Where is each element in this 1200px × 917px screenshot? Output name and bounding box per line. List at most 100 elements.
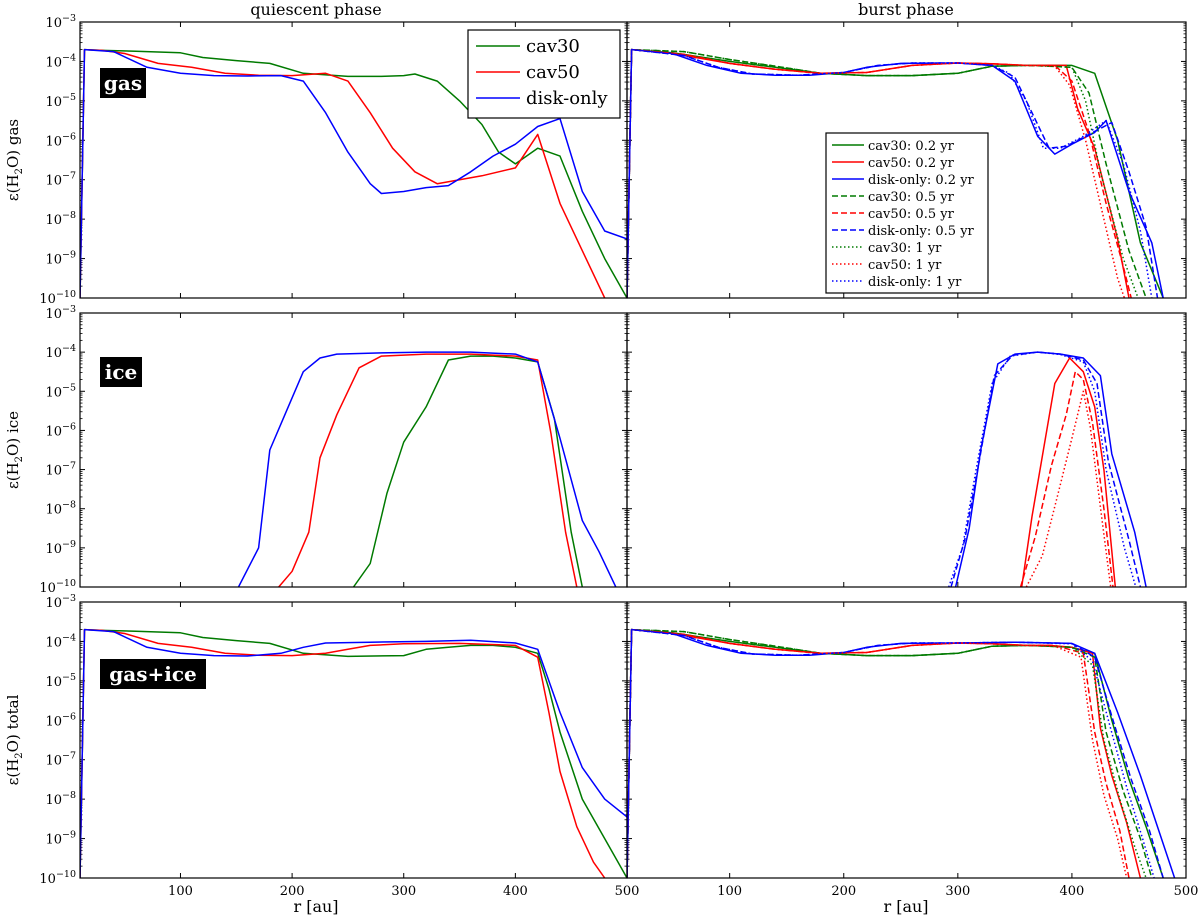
series-line-disk-only-1-yr: [947, 351, 1137, 587]
y-tick-base: 10: [45, 675, 62, 690]
y-tick-base: 10: [45, 16, 62, 31]
panel-total-burst: [626, 601, 1187, 879]
y-tick-label: 10−7: [45, 751, 76, 769]
y-axis-label-prefix: ε(H: [4, 462, 22, 489]
y-tick-label: 10−9: [45, 830, 76, 848]
y-axis-label-suffix: O): [4, 729, 22, 752]
y-tick-exponent: −3: [62, 304, 76, 315]
series-line-cav30-1-yr: [627, 628, 1147, 878]
y-tick-label: 10−6: [45, 131, 76, 149]
y-tick-base: 10: [45, 833, 62, 848]
y-tick-label: 10−3: [45, 13, 76, 31]
y-tick-label: 10−10: [39, 578, 76, 596]
y-tick-label: 10−4: [45, 52, 76, 70]
x-axis-label-right: r [au]: [883, 897, 928, 916]
panel-frame: [626, 21, 1187, 299]
y-tick-exponent: −8: [62, 500, 76, 511]
y-tick-base: 10: [45, 95, 62, 110]
y-tick-exponent: −5: [62, 382, 76, 393]
y-tick-label: 10−10: [39, 289, 76, 307]
y-axis-label-suffix: O): [4, 145, 22, 168]
y-tick-exponent: −3: [62, 593, 76, 604]
y-tick-exponent: −10: [56, 869, 76, 880]
y-tick-exponent: −9: [62, 830, 76, 841]
y-axis-label-total: ε(H2O) total: [4, 694, 25, 785]
y-tick-base: 10: [39, 872, 56, 887]
y-axis-label-quantity: ice: [4, 411, 22, 433]
y-tick-base: 10: [45, 464, 62, 479]
series-line-cav30: [80, 628, 627, 878]
y-tick-label: 10−8: [45, 790, 76, 808]
legend-label: disk-only: 0.5 yr: [868, 224, 975, 239]
y-tick-label: 10−6: [45, 711, 76, 729]
y-tick-base: 10: [45, 754, 62, 769]
panel-ice-quiescent: [79, 312, 628, 588]
series-group: [947, 351, 1147, 587]
y-tick-base: 10: [45, 635, 62, 650]
y-tick-label: 10−8: [45, 210, 76, 228]
row-badge-ice: ice: [105, 360, 138, 384]
series-line-cav50-1-yr: [1025, 390, 1112, 587]
series-line-disk-only-1-yr: [627, 48, 1153, 298]
y-axis-label-subscript: 2: [14, 752, 25, 758]
y-axis-label-prefix: ε(H: [4, 759, 22, 786]
y-tick-exponent: −8: [62, 790, 76, 801]
series-line-cav30-0-5-yr: [627, 628, 1153, 878]
legend-label: disk-only: [526, 88, 608, 109]
y-axis-label-gas: ε(H2O) gas: [4, 119, 25, 201]
x-tick-label: 200: [280, 884, 305, 899]
series-line-cav50-0-2-yr: [627, 628, 1142, 878]
y-axis-label-quantity: total: [4, 694, 22, 729]
series-line-disk-only-1-yr: [627, 628, 1155, 878]
y-tick-exponent: −6: [62, 421, 76, 432]
y-tick-exponent: −7: [62, 171, 76, 182]
x-tick-label: 400: [503, 884, 528, 899]
y-tick-base: 10: [39, 292, 56, 307]
y-axis-label-suffix: O): [4, 433, 22, 456]
legend-quiescent: cav30 cav50 disk-only: [467, 29, 621, 119]
row-badge-bg: [100, 68, 146, 98]
y-tick-exponent: −4: [62, 343, 76, 354]
y-tick-base: 10: [45, 134, 62, 149]
y-tick-exponent: −4: [62, 52, 76, 63]
y-tick-exponent: −6: [62, 131, 76, 142]
legend-label: cav50: 1 yr: [868, 258, 942, 273]
legend-frame: [467, 29, 621, 119]
y-tick-label: 10−4: [45, 343, 76, 361]
y-tick-base: 10: [45, 424, 62, 439]
column-title-burst: burst phase: [858, 0, 954, 19]
row-badge-bg: [100, 659, 206, 689]
y-tick-exponent: −7: [62, 751, 76, 762]
series-group: [627, 48, 1164, 298]
y-tick-label: 10−5: [45, 382, 76, 400]
y-tick-exponent: −5: [62, 672, 76, 683]
y-tick-exponent: −7: [62, 461, 76, 472]
y-tick-base: 10: [45, 503, 62, 518]
legend-label: cav30: 0.5 yr: [868, 190, 955, 205]
y-tick-label: 10−7: [45, 171, 76, 189]
series-line-cav50: [80, 48, 606, 298]
y-tick-label: 10−5: [45, 672, 76, 690]
y-tick-base: 10: [39, 581, 56, 596]
y-tick-label: 10−4: [45, 632, 76, 650]
series-line-disk-only: [80, 628, 627, 878]
x-tick-label: 300: [391, 884, 416, 899]
y-tick-label: 10−9: [45, 250, 76, 268]
legend-label: disk-only: 1 yr: [868, 275, 962, 290]
y-axis-label-quantity: gas: [4, 119, 22, 145]
series-line-cav30: [352, 355, 584, 587]
column-title-quiescent: quiescent phase: [250, 0, 381, 19]
y-tick-exponent: −3: [62, 13, 76, 24]
y-tick-base: 10: [45, 793, 62, 808]
series-line-cav50-0-2-yr: [1020, 357, 1117, 587]
y-tick-label: 10−5: [45, 92, 76, 110]
legend-label: cav30: 0.2 yr: [868, 139, 955, 154]
y-tick-base: 10: [45, 542, 62, 557]
series-line-cav50: [80, 628, 606, 878]
y-tick-label: 10−7: [45, 461, 76, 479]
y-tick-label: 10−9: [45, 539, 76, 557]
y-axis-label-subscript: 2: [14, 456, 25, 462]
series-group: [627, 628, 1176, 878]
series-line-disk-only: [237, 351, 617, 587]
